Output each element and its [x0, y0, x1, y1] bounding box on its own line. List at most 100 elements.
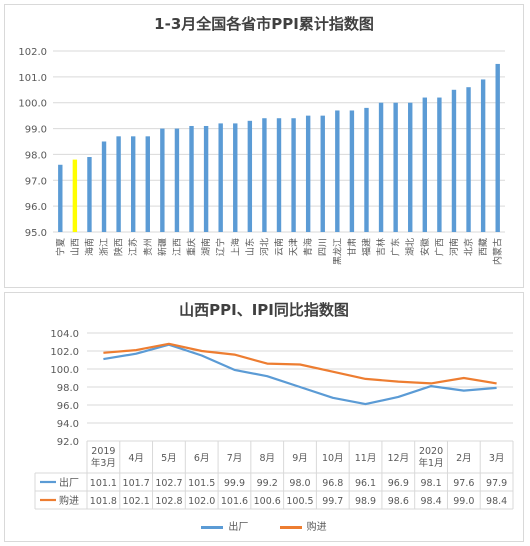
- bar: [422, 97, 428, 233]
- bar: [495, 63, 500, 232]
- line-chart-legend: 出厂 购进: [5, 518, 523, 533]
- bar-x-tick-label: 湖南: [200, 238, 212, 256]
- table-value: 98.4: [486, 496, 507, 507]
- bar-x-tick-label: 山东: [244, 238, 256, 256]
- table-value: 98.9: [355, 496, 376, 507]
- bar-x-tick-label: 广西: [433, 238, 445, 256]
- table-row-label-purchase: 购进: [59, 494, 79, 507]
- bar-x-tick-label: 陕西: [113, 238, 125, 256]
- line-x-tick-label: 11月: [355, 453, 377, 464]
- line-x-tick-label: 10月: [322, 453, 344, 464]
- table-value: 99.0: [453, 496, 474, 507]
- bar-y-tick-label: 97.0: [25, 176, 47, 187]
- bar-x-tick-label: 福建: [360, 238, 372, 256]
- table-value: 98.1: [420, 478, 441, 489]
- line-chart-panel: 山西PPI、IPI同比指数图 104.0 102.0 100.0 98.0 96.0 94…: [4, 292, 524, 542]
- bar: [480, 79, 486, 232]
- bar-y-tick-label: 100.0: [18, 99, 47, 110]
- table-value: 100.6: [254, 496, 281, 507]
- bar-x-tick-label: 江苏: [127, 238, 139, 256]
- bar-x-tick-label: 青海: [302, 238, 314, 256]
- bar-chart-panel: 1-3月全国各省市PPI累计指数图 102.0 101.0 100.0 99.0 98.…: [4, 4, 524, 288]
- bar: [437, 97, 442, 233]
- line-y-tick-label: 104.0: [50, 329, 79, 340]
- table-value: 102.1: [123, 496, 150, 507]
- bar: [349, 110, 355, 232]
- bar: [291, 118, 296, 232]
- line-x-tick-label: 9月: [292, 453, 308, 464]
- line-x-tick-label: 8月: [259, 453, 275, 464]
- bar-y-tick-label: 95.0: [25, 228, 47, 239]
- bar: [101, 141, 107, 232]
- bar: [466, 87, 471, 232]
- bar-x-tick-label: 河北: [258, 238, 270, 256]
- bar: [116, 136, 121, 232]
- line-x-tick-label: 12月: [388, 453, 410, 464]
- bar-x-tick-label: 黑龙江: [331, 238, 343, 265]
- bar-x-tick-label: 吉林: [375, 238, 387, 256]
- bar: [87, 157, 92, 232]
- line-chart-title: 山西PPI、IPI同比指数图: [179, 301, 349, 319]
- table-value: 102.8: [155, 496, 182, 507]
- bar: [174, 128, 180, 232]
- bar: [130, 136, 136, 232]
- bar: [203, 125, 209, 232]
- line-y-tick-label: 98.0: [57, 383, 79, 394]
- table-value: 100.5: [286, 496, 313, 507]
- table-value: 98.6: [388, 496, 409, 507]
- bar-y-tick-label: 101.0: [18, 73, 47, 84]
- bar: [276, 118, 282, 232]
- bar: [247, 120, 253, 232]
- bar-y-tick-label: 96.0: [25, 202, 47, 213]
- bar-x-tick-label: 宁夏: [54, 238, 66, 256]
- series-line-purchase: [103, 342, 497, 385]
- bar: [218, 123, 223, 232]
- bar: [408, 102, 413, 232]
- bar-x-tick-label: 重庆: [186, 238, 198, 256]
- bar: [320, 115, 325, 232]
- bar: [160, 128, 165, 232]
- bar-y-tick-label: 99.0: [25, 125, 47, 136]
- bar: [364, 107, 369, 232]
- legend-label-factory: 出厂: [228, 522, 249, 533]
- bar-x-tick-label: 山西: [70, 238, 81, 256]
- table-row-label-factory: 出厂: [59, 476, 79, 489]
- bar-y-tick-label: 102.0: [18, 47, 47, 58]
- legend-swatch-purchase: [279, 525, 302, 529]
- table-value: 99.2: [257, 478, 278, 489]
- line-y-tick-label: 92.0: [57, 437, 79, 448]
- bar-x-tick-label: 河南: [448, 238, 460, 256]
- bar-x-tick-label: 甘肃: [346, 238, 358, 256]
- table-value: 96.1: [355, 478, 376, 489]
- bar-y-tick-label: 98.0: [25, 150, 47, 161]
- series-line-factory: [103, 343, 497, 406]
- line-y-tick-label: 94.0: [57, 419, 79, 430]
- line-x-tick-label: 3月: [489, 453, 505, 464]
- legend-item-purchase: 购进: [279, 518, 327, 533]
- line-x-tick-label: 4月: [128, 453, 144, 464]
- bar: [58, 164, 63, 232]
- table-value: 101.8: [90, 496, 117, 507]
- bar: [189, 125, 194, 232]
- bar-x-tick-label: 辽宁: [215, 238, 227, 256]
- legend-item-factory: 出厂: [201, 518, 248, 533]
- legend-label-purchase: 购进: [306, 522, 327, 533]
- bar-chart-title: 1-3月全国各省市PPI累计指数图: [154, 15, 374, 33]
- table-value: 99.7: [322, 496, 343, 507]
- bar-x-tick-label: 湖北: [405, 238, 416, 256]
- bar: [72, 159, 78, 232]
- bar: [233, 123, 238, 232]
- table-value: 101.5: [188, 478, 215, 489]
- line-x-tick-label: 6月: [194, 453, 210, 464]
- bar-x-tick-label: 广东: [390, 238, 402, 256]
- line-y-tick-label: 102.0: [50, 347, 79, 358]
- bar: [335, 110, 340, 232]
- bar-chart-svg: 102.0 101.0 100.0 99.0 98.0 97.0 96.0 95.0 宁夏 山西海…: [18, 47, 505, 265]
- bar-x-tick-label: 浙江: [98, 238, 110, 256]
- line-x-tick-label: 5月: [161, 453, 177, 464]
- legend-swatch-factory: [201, 525, 224, 529]
- table-value: 96.8: [322, 478, 343, 489]
- table-value: 97.9: [486, 478, 507, 489]
- bar-x-tick-label: 新疆: [156, 238, 168, 256]
